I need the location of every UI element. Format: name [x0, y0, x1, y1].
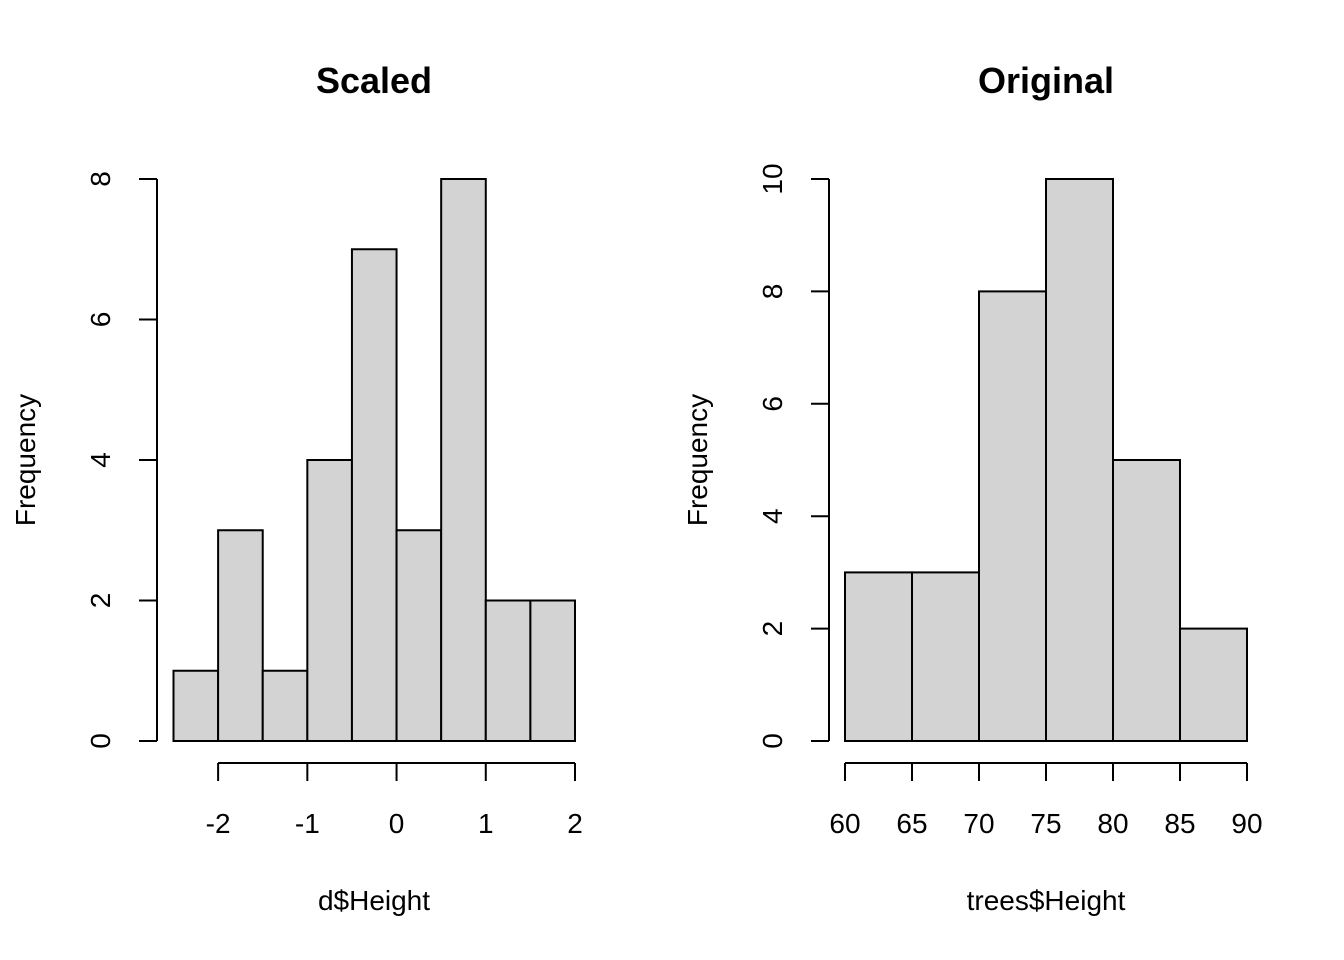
histogram-bar [911, 571, 980, 743]
chart-title: Original [978, 60, 1114, 101]
y-tick-label: 4 [757, 508, 788, 524]
y-tick-label: 0 [85, 733, 116, 749]
histogram-bar [978, 290, 1047, 742]
histogram-panel-1: Scaled -2 -1 0 1 2 0 2 4 6 8 d$Height Frequency [10, 60, 583, 916]
x-axis-label: trees$Height [967, 885, 1126, 916]
x-tick-label: 90 [1231, 808, 1262, 839]
y-tick-label: 10 [757, 163, 788, 194]
x-axis-label: d$Height [318, 885, 430, 916]
y-axis-label: Frequency [10, 394, 41, 526]
y-axis-label: Frequency [682, 394, 713, 526]
histogram-bar [1112, 459, 1181, 742]
y-tick-label: 6 [85, 312, 116, 328]
histogram-bar [217, 529, 264, 742]
y-tick-label: 6 [757, 396, 788, 412]
y-tick-label: 2 [757, 621, 788, 637]
x-tick-label: 2 [567, 808, 583, 839]
histogram-bar [261, 669, 309, 742]
x-tick-label: 65 [896, 808, 927, 839]
x-tick-label: 80 [1097, 808, 1128, 839]
histogram-bar [1045, 178, 1114, 742]
histogram-bar [1179, 627, 1248, 742]
x-tick-label: 0 [389, 808, 405, 839]
y-tick-label: 0 [757, 733, 788, 749]
x-tick-label: 70 [963, 808, 994, 839]
histogram-panel-2: Original 60 65 70 75 80 85 90 0 2 4 6 8 10 trees$Heigh… [682, 60, 1263, 916]
histogram-bar [172, 669, 220, 742]
x-tick-label: -2 [206, 808, 231, 839]
chart-title: Scaled [316, 60, 432, 101]
y-tick-label: 2 [85, 593, 116, 609]
histogram-bar [484, 599, 532, 742]
x-tick-label: 60 [829, 808, 860, 839]
y-tick-label: 4 [85, 452, 116, 468]
histogram-bar [350, 248, 398, 742]
y-tick-label: 8 [85, 171, 116, 187]
histogram-bar [306, 459, 353, 742]
histogram-bar [440, 178, 487, 742]
histogram-bar [529, 599, 577, 742]
x-tick-label: -1 [295, 808, 320, 839]
y-tick-label: 8 [757, 284, 788, 300]
x-tick-label: 1 [478, 808, 494, 839]
x-tick-label: 85 [1164, 808, 1195, 839]
histogram-bar [844, 571, 913, 743]
histogram-bar [395, 529, 443, 742]
x-tick-label: 75 [1030, 808, 1061, 839]
